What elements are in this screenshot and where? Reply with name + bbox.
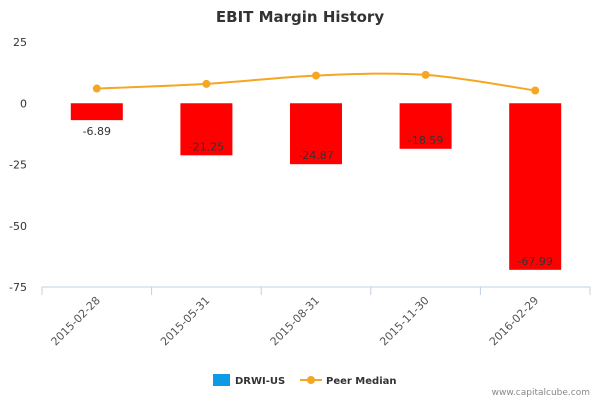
y-tick-label: -50 [9, 220, 27, 233]
chart-title: EBIT Margin History [216, 8, 384, 26]
x-tick-label: 2015-05-31 [158, 294, 212, 348]
bar-data-label: -24.87 [298, 149, 333, 162]
x-tick-label: 2015-11-30 [377, 294, 431, 348]
x-tick-label: 2015-08-31 [268, 294, 322, 348]
peer-median-point[interactable] [531, 86, 540, 95]
x-axis: 2015-02-28 2015-05-31 2015-08-31 2015-11-30… [41, 286, 591, 348]
bar-data-label: -67.99 [517, 255, 552, 268]
y-tick-label: 25 [13, 36, 27, 49]
peer-median-series [92, 70, 540, 95]
legend: DRWI-US Peer Median [213, 374, 397, 387]
bar-series [70, 103, 562, 270]
y-axis: 25 0 -25 -50 -75 [9, 36, 27, 294]
y-tick-label: -25 [9, 159, 27, 172]
bar-data-label: -21.25 [189, 140, 224, 153]
peer-median-point[interactable] [421, 70, 430, 79]
bar-data-labels: -6.89 -21.25 -24.87 -18.59 -67.99 [83, 125, 553, 268]
credit-text: www.capitalcube.com [492, 388, 590, 398]
bar-data-label: -18.59 [408, 134, 443, 147]
bar[interactable] [70, 103, 123, 121]
peer-median-point[interactable] [202, 79, 211, 88]
legend-label-drwi[interactable]: DRWI-US [235, 376, 285, 387]
bar-data-label: -6.89 [83, 125, 111, 138]
x-tick-label: 2015-02-28 [49, 294, 103, 348]
x-tick-label: 2016-02-29 [487, 294, 541, 348]
y-tick-label: 0 [20, 97, 27, 110]
legend-label-peer-median[interactable]: Peer Median [326, 376, 397, 387]
peer-median-point[interactable] [312, 71, 320, 80]
bar[interactable] [399, 103, 452, 149]
bar[interactable] [180, 103, 233, 156]
y-tick-label: -75 [9, 281, 27, 294]
bar[interactable] [290, 103, 342, 165]
legend-swatch-drwi [213, 374, 230, 386]
peer-median-point[interactable] [92, 84, 101, 93]
bar[interactable] [509, 103, 562, 270]
legend-swatch-dot [307, 376, 315, 384]
